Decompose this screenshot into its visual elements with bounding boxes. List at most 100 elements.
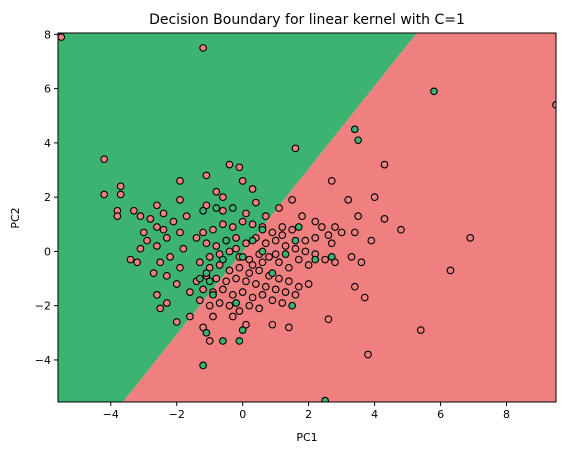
- y-axis-label: PC2: [9, 207, 22, 228]
- data-point-red: [311, 217, 320, 226]
- data-point-red: [162, 271, 171, 280]
- data-point-red: [285, 323, 293, 332]
- data-point-red: [317, 223, 326, 231]
- data-point-green: [238, 252, 247, 261]
- data-point-red: [261, 212, 270, 220]
- y-tick-label: 4: [44, 137, 51, 150]
- data-point-green: [281, 250, 290, 258]
- data-point-red: [139, 228, 148, 237]
- data-point-green: [212, 204, 221, 212]
- data-point-red: [271, 236, 280, 245]
- data-point-red: [100, 155, 109, 164]
- data-point-red: [149, 269, 158, 277]
- data-point-red: [285, 277, 293, 286]
- data-point-red: [238, 177, 247, 185]
- data-point-red: [252, 280, 260, 288]
- data-point-red: [209, 312, 217, 321]
- data-point-red: [275, 258, 283, 267]
- data-point-red: [278, 223, 287, 231]
- data-point-red: [294, 255, 303, 264]
- data-point-red: [199, 228, 207, 237]
- data-point-red: [153, 223, 161, 231]
- data-point-red: [232, 233, 240, 242]
- data-point-red: [248, 261, 257, 269]
- data-point-red: [252, 198, 260, 207]
- data-point-red: [182, 212, 191, 220]
- data-point-red: [271, 250, 280, 258]
- data-point-green: [288, 301, 297, 310]
- data-point-red: [261, 282, 270, 291]
- data-point-red: [162, 233, 171, 242]
- data-point-red: [268, 296, 277, 305]
- decision-regions: [58, 33, 556, 402]
- data-point-red: [248, 220, 257, 229]
- data-point-green: [354, 136, 362, 145]
- data-point-red: [327, 177, 336, 185]
- data-point-green: [430, 87, 438, 96]
- data-point-red: [202, 201, 211, 210]
- data-point-red: [291, 244, 300, 253]
- data-point-red: [136, 212, 145, 220]
- data-point-red: [446, 266, 455, 275]
- data-point-red: [235, 307, 244, 315]
- data-point-green: [232, 299, 240, 307]
- x-tick-label: 8: [503, 408, 510, 421]
- data-point-red: [304, 280, 313, 288]
- data-point-green: [202, 328, 211, 337]
- data-point-red: [228, 312, 237, 321]
- data-point-green: [258, 247, 267, 256]
- plot-frame: [57, 32, 557, 403]
- data-point-red: [166, 252, 174, 261]
- data-point-green: [205, 277, 214, 286]
- data-point-red: [397, 225, 405, 234]
- y-axis-ticks: −4 −2 0 2 4 6 8: [35, 28, 58, 367]
- data-point-green: [258, 225, 267, 234]
- data-point-red: [268, 320, 277, 329]
- data-point-red: [357, 258, 366, 267]
- data-point-red: [136, 244, 145, 253]
- data-point-red: [350, 282, 359, 291]
- y-tick-label: 8: [44, 28, 51, 41]
- data-point-red: [331, 258, 339, 267]
- data-point-red: [186, 312, 194, 321]
- data-point-green: [219, 255, 227, 264]
- data-point-red: [288, 196, 297, 204]
- y-tick-label: −4: [35, 354, 51, 367]
- data-point-red: [288, 225, 297, 234]
- data-point-red: [219, 206, 227, 215]
- data-point-red: [143, 236, 151, 245]
- data-point-red: [222, 277, 231, 286]
- data-point-red: [337, 228, 346, 237]
- data-point-red: [258, 258, 267, 267]
- data-point-red: [344, 196, 353, 204]
- data-point-red: [232, 274, 240, 283]
- data-point-red: [331, 223, 339, 231]
- x-tick-label: 0: [239, 408, 246, 421]
- region-red: [122, 33, 556, 402]
- data-point-green: [311, 255, 320, 264]
- x-tick-label: −2: [169, 408, 185, 421]
- data-point-red: [199, 44, 207, 52]
- data-point-red: [304, 261, 313, 269]
- data-point-red: [100, 190, 109, 199]
- data-point-red: [205, 301, 214, 310]
- data-point-red: [242, 277, 250, 286]
- data-point-red: [324, 315, 333, 324]
- data-point-red: [311, 233, 320, 242]
- data-point-red: [192, 233, 201, 242]
- data-point-green: [209, 290, 217, 299]
- data-point-red: [159, 225, 168, 234]
- data-point-red: [275, 204, 283, 212]
- data-point-green: [248, 236, 257, 245]
- data-point-red: [271, 285, 280, 294]
- data-point-red: [205, 337, 214, 345]
- data-point-red: [212, 187, 221, 196]
- data-point-red: [195, 296, 204, 305]
- data-point-red: [347, 252, 356, 261]
- data-point-red: [360, 293, 369, 302]
- y-tick-label: −2: [35, 300, 51, 313]
- data-point-red: [169, 217, 178, 226]
- data-point-red: [261, 239, 270, 248]
- data-point-red: [153, 290, 161, 299]
